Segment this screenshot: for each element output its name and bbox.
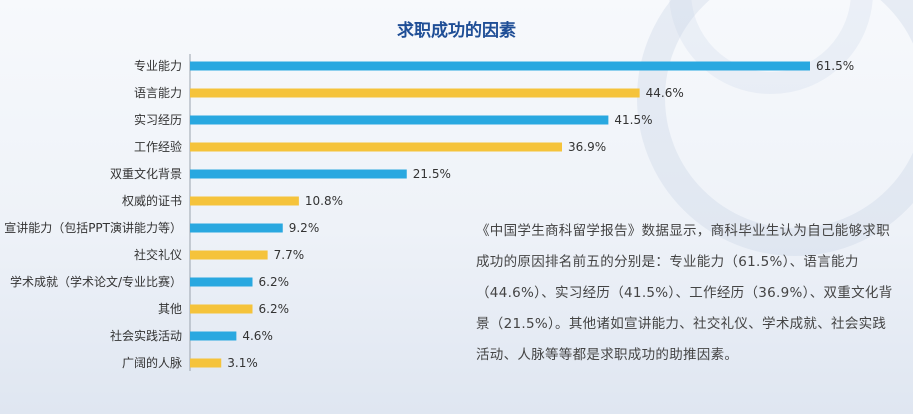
bar [190, 358, 222, 368]
category-label: 学术成就（学术论文/专业比赛） [10, 274, 182, 289]
data-label: 36.9% [568, 140, 606, 154]
category-label: 双重文化背景 [110, 166, 182, 181]
data-label: 41.5% [614, 113, 652, 127]
category-label: 权威的证书 [122, 193, 182, 208]
bar [190, 196, 299, 206]
bar [190, 331, 237, 341]
category-label: 宣讲能力（包括PPT演讲能力等） [4, 220, 182, 235]
bar [190, 142, 562, 152]
bar [190, 277, 253, 287]
category-label: 专业能力 [134, 58, 182, 73]
bar [190, 169, 407, 179]
data-label: 4.6% [242, 329, 272, 343]
category-label: 实习经历 [134, 112, 182, 127]
category-label: 其他 [158, 302, 182, 316]
bar [190, 61, 810, 71]
data-label: 61.5% [816, 59, 854, 73]
category-label: 社交礼仪 [134, 247, 182, 262]
category-label: 社会实践活动 [110, 328, 182, 343]
data-label: 10.8% [305, 194, 343, 208]
category-label: 语言能力 [134, 86, 182, 100]
bar [190, 304, 253, 314]
chart-title: 求职成功的因素 [397, 21, 516, 41]
bar [190, 250, 268, 260]
data-label: 21.5% [413, 167, 451, 181]
summary-text: 《中国学生商科留学报告》数据显示，商科毕业生认为自己能够求职成功的原因排名前五的… [476, 223, 893, 363]
data-label: 44.6% [646, 86, 684, 100]
bar [190, 223, 283, 233]
data-label: 6.2% [259, 302, 290, 316]
category-label: 广阔的人脉 [122, 355, 182, 370]
data-label: 6.2% [259, 275, 290, 289]
bar [190, 88, 640, 98]
data-label: 9.2% [289, 221, 320, 235]
category-label: 工作经验 [134, 139, 182, 154]
data-label: 7.7% [274, 248, 305, 262]
bar [190, 115, 609, 125]
data-label: 3.1% [227, 356, 257, 370]
